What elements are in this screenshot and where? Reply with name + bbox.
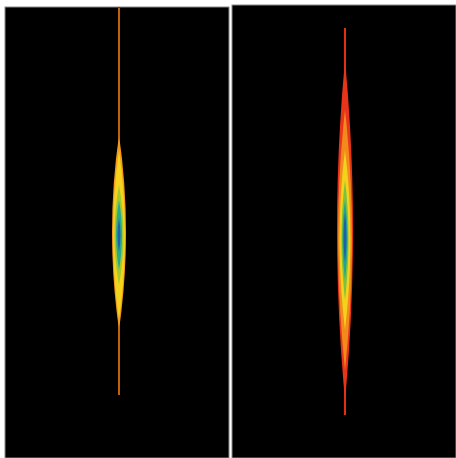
spindle-core <box>117 218 121 252</box>
right-panel <box>231 4 456 458</box>
left-panel <box>4 6 230 458</box>
spindle-core <box>343 212 347 262</box>
